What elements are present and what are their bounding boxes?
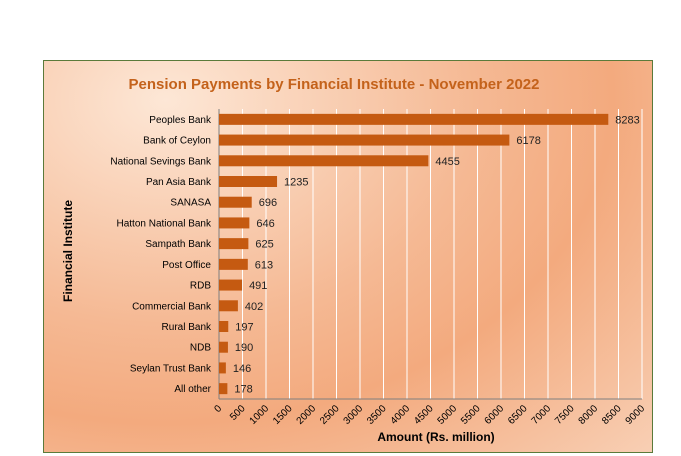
value-label: 178 (234, 384, 252, 396)
bar (219, 113, 609, 125)
category-label: Hatton National Bank (116, 218, 212, 229)
x-tick-label: 6500 (506, 403, 530, 427)
bar (219, 383, 228, 395)
value-label: 613 (255, 259, 273, 271)
x-tick-label: 3000 (342, 403, 366, 427)
x-tick-label: 3500 (365, 403, 389, 427)
x-tick-label: 4500 (412, 403, 436, 427)
category-label: Bank of Ceylon (143, 136, 211, 147)
category-label: NDB (190, 343, 211, 354)
x-tick-label: 2000 (295, 403, 319, 427)
bar (219, 217, 250, 229)
x-tick-labels: 0 500 1000 1500 2000 2500 3000 3500 4000 4500 5000… (212, 403, 647, 427)
value-label: 6178 (516, 135, 540, 147)
category-label: Pan Asia Bank (146, 177, 212, 188)
bar (219, 362, 226, 374)
x-tick-label: 9000 (624, 403, 648, 427)
x-axis-title: Amount (Rs. million) (377, 430, 494, 444)
category-label: RDB (190, 281, 211, 292)
bar (219, 279, 243, 291)
bar (219, 258, 248, 270)
category-label: Rural Bank (162, 322, 212, 333)
x-tick-label: 2500 (318, 403, 342, 427)
x-tick-label: 6000 (483, 403, 507, 427)
bar (219, 176, 278, 187)
x-tick-label: 5500 (459, 403, 483, 427)
category-label: National Sevings Bank (110, 156, 212, 167)
category-label: Post Office (162, 260, 211, 271)
value-label: 1235 (284, 177, 308, 189)
x-tick-label: 500 (228, 403, 248, 423)
category-label: SANASA (170, 198, 211, 209)
value-label: 197 (235, 322, 253, 334)
x-tick-label: 7000 (530, 403, 554, 427)
value-label: 190 (235, 342, 253, 354)
bars (219, 113, 609, 395)
category-label: Commercial Bank (132, 301, 212, 312)
bar (219, 134, 510, 146)
bar (219, 300, 238, 312)
x-tick-label: 1500 (271, 403, 295, 427)
value-label: 8283 (615, 114, 639, 126)
chart-title: Pension Payments by Financial Institute … (129, 76, 540, 93)
y-axis-title: Financial Institute (61, 200, 75, 302)
bar-chart: Pension Payments by Financial Institute … (61, 76, 647, 444)
category-label: Seylan Trust Bank (130, 363, 212, 374)
value-label: 402 (245, 301, 263, 313)
bar (219, 321, 229, 332)
x-tick-label: 8500 (600, 403, 624, 427)
category-labels: Peoples Bank Bank of Ceylon National Sevin… (110, 115, 212, 395)
value-label: 491 (249, 280, 267, 292)
category-label: Sampath Bank (145, 239, 212, 250)
x-tick-label: 0 (212, 403, 224, 415)
x-tick-label: 7500 (553, 403, 577, 427)
category-label: All other (174, 384, 211, 395)
bar (219, 238, 249, 250)
x-tick-label: 1000 (248, 403, 272, 427)
chart-frame: Pension Payments by Financial Institute … (43, 60, 653, 453)
value-label: 696 (259, 197, 277, 209)
bar (219, 155, 429, 167)
value-labels: 8283 6178 4455 1235 696 646 625 613 491 402 197 190… (233, 114, 640, 395)
value-label: 646 (256, 218, 274, 230)
bar (219, 341, 228, 353)
category-label: Peoples Bank (149, 115, 212, 126)
x-tick-label: 8000 (577, 403, 601, 427)
gridlines (218, 109, 643, 400)
value-label: 625 (255, 239, 273, 251)
x-tick-label: 5000 (436, 403, 460, 427)
value-label: 146 (233, 363, 251, 375)
x-tick-label: 4000 (389, 403, 413, 427)
value-label: 4455 (435, 156, 459, 168)
bar (219, 196, 252, 208)
